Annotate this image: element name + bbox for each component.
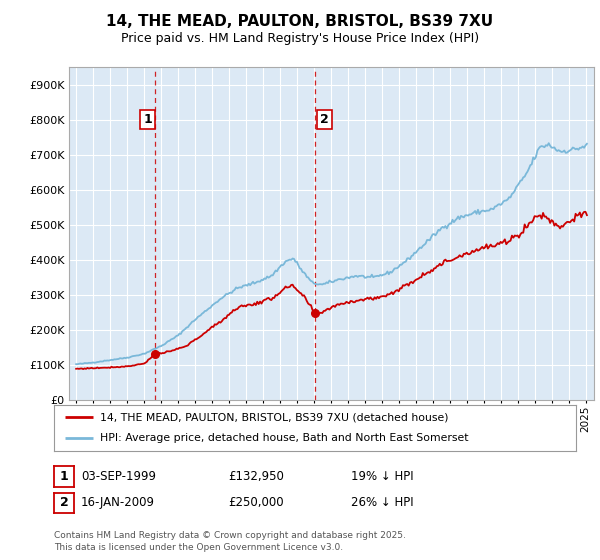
- Text: 1: 1: [143, 113, 152, 127]
- Text: 2: 2: [59, 496, 68, 510]
- Text: 26% ↓ HPI: 26% ↓ HPI: [351, 496, 413, 510]
- Text: 2: 2: [320, 113, 329, 127]
- Text: 1: 1: [59, 470, 68, 483]
- Text: 19% ↓ HPI: 19% ↓ HPI: [351, 470, 413, 483]
- Text: £132,950: £132,950: [228, 470, 284, 483]
- Text: 03-SEP-1999: 03-SEP-1999: [81, 470, 156, 483]
- Text: 14, THE MEAD, PAULTON, BRISTOL, BS39 7XU (detached house): 14, THE MEAD, PAULTON, BRISTOL, BS39 7XU…: [100, 412, 448, 422]
- Text: Price paid vs. HM Land Registry's House Price Index (HPI): Price paid vs. HM Land Registry's House …: [121, 32, 479, 45]
- Text: Contains HM Land Registry data © Crown copyright and database right 2025.
This d: Contains HM Land Registry data © Crown c…: [54, 531, 406, 552]
- Text: 14, THE MEAD, PAULTON, BRISTOL, BS39 7XU: 14, THE MEAD, PAULTON, BRISTOL, BS39 7XU: [106, 14, 494, 29]
- Text: 16-JAN-2009: 16-JAN-2009: [81, 496, 155, 510]
- Text: £250,000: £250,000: [228, 496, 284, 510]
- Text: HPI: Average price, detached house, Bath and North East Somerset: HPI: Average price, detached house, Bath…: [100, 433, 469, 444]
